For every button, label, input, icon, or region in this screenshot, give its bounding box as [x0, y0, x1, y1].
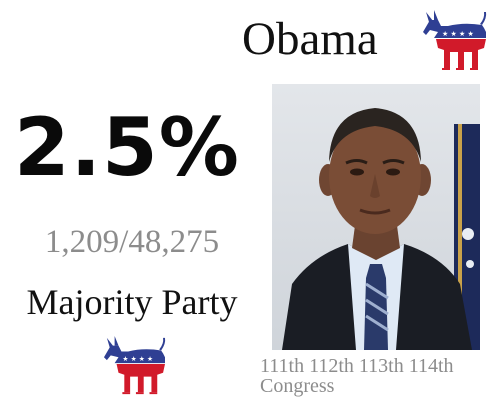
congress-label: Congress	[260, 375, 335, 397]
democratic-donkey-icon: ★ ★ ★ ★	[420, 8, 488, 72]
congress-item: 113th	[358, 355, 404, 377]
official-portrait-image	[272, 84, 480, 350]
party-status: Majority Party	[26, 282, 238, 322]
democratic-donkey-icon: ★ ★ ★ ★	[100, 334, 168, 396]
vote-ratio: 1,209/48,275	[44, 224, 220, 260]
congress-item: 114th	[408, 355, 454, 377]
svg-text:★ ★ ★ ★: ★ ★ ★ ★	[442, 30, 474, 38]
congress-list: 111th 112th 113th 114th Congress	[260, 356, 496, 396]
congress-item: 111th	[260, 355, 305, 377]
percentage-value: 2.5%	[14, 101, 240, 194]
svg-text:★ ★ ★ ★: ★ ★ ★ ★	[122, 355, 153, 363]
congress-item: 112th	[309, 355, 354, 377]
member-name: Obama	[242, 13, 378, 65]
congress-sessions: 111th 112th 113th 114th	[260, 356, 496, 376]
